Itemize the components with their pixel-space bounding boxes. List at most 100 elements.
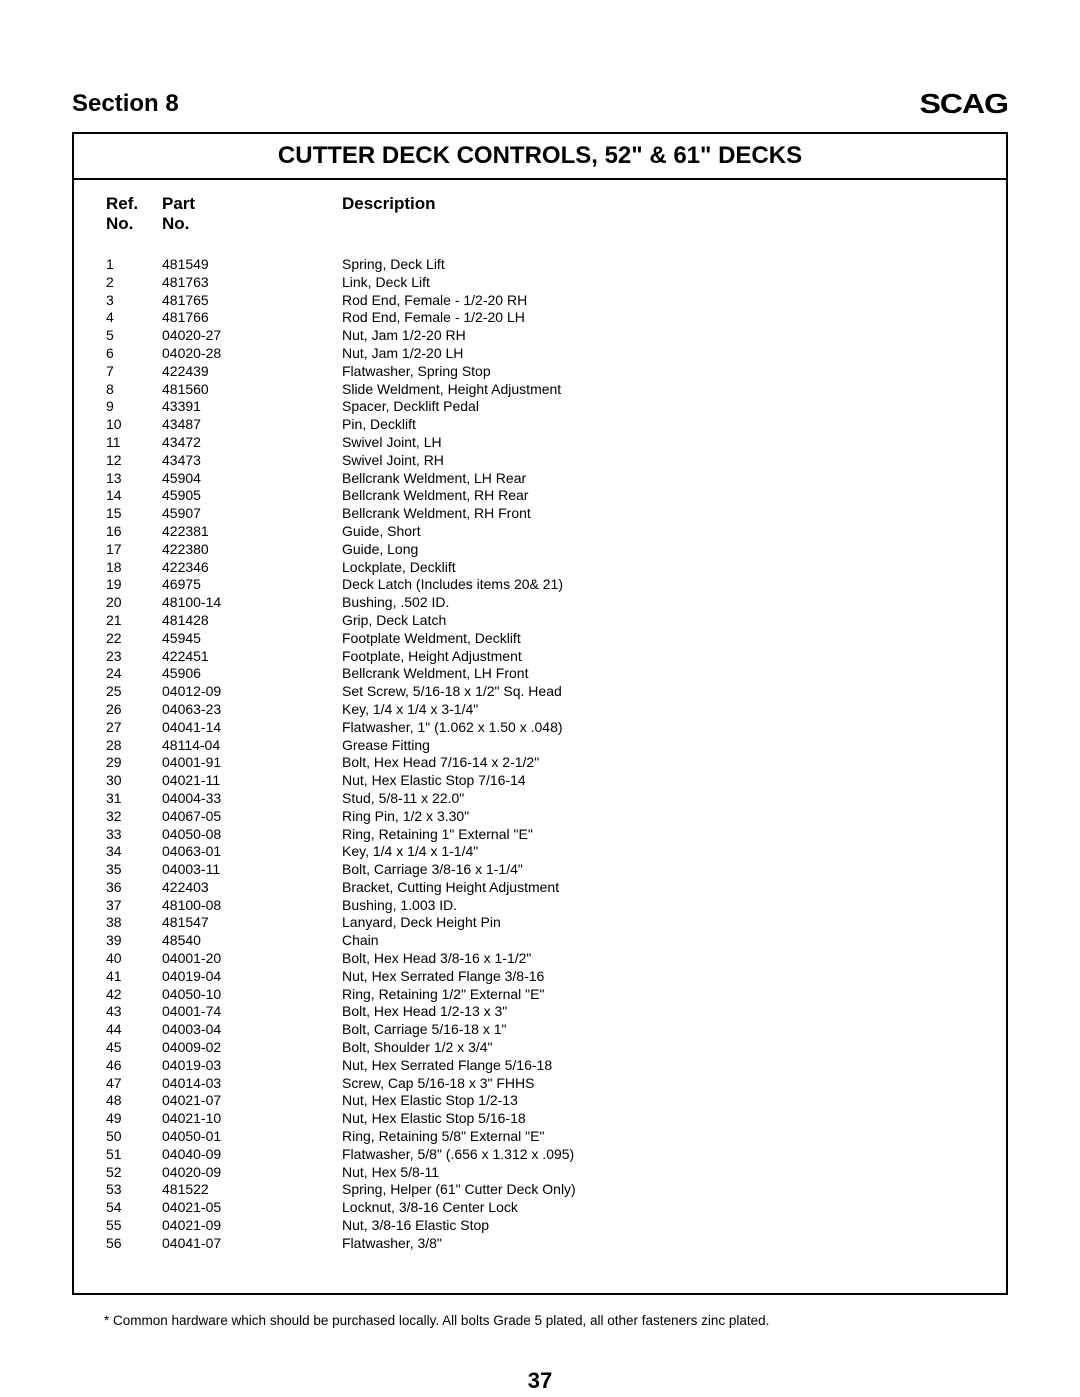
cell-description: Bolt, Hex Head 1/2-13 x 3": [342, 1003, 974, 1021]
table-row: 4504009-02Bolt, Shoulder 1/2 x 3/4": [106, 1039, 974, 1057]
cell-ref-no: 7: [106, 363, 162, 381]
cell-description: Spacer, Decklift Pedal: [342, 398, 974, 416]
page-number: 37: [72, 1368, 1008, 1394]
cell-description: Bellcrank Weldment, RH Front: [342, 505, 974, 523]
cell-ref-no: 38: [106, 914, 162, 932]
table-row: 504020-27Nut, Jam 1/2-20 RH: [106, 327, 974, 345]
table-row: 3748100-08Bushing, 1.003 ID.: [106, 897, 974, 915]
table-row: 5604041-07Flatwasher, 3/8": [106, 1235, 974, 1253]
cell-description: Bellcrank Weldment, LH Front: [342, 665, 974, 683]
col-header-part: Part No.: [162, 194, 342, 234]
table-row: 2245945Footplate Weldment, Decklift: [106, 630, 974, 648]
cell-ref-no: 28: [106, 737, 162, 755]
cell-description: Stud, 5/8-11 x 22.0": [342, 790, 974, 808]
cell-ref-no: 27: [106, 719, 162, 737]
cell-description: Pin, Decklift: [342, 416, 974, 434]
cell-part-no: 04004-33: [162, 790, 342, 808]
cell-part-no: 04050-10: [162, 986, 342, 1004]
cell-description: Flatwasher, 1" (1.062 x 1.50 x .048): [342, 719, 974, 737]
cell-ref-no: 26: [106, 701, 162, 719]
cell-ref-no: 12: [106, 452, 162, 470]
table-row: 3104004-33Stud, 5/8-11 x 22.0": [106, 790, 974, 808]
table-row: 1946975Deck Latch (Includes items 20& 21…: [106, 576, 974, 594]
table-row: 17422380Guide, Long: [106, 541, 974, 559]
cell-ref-no: 14: [106, 487, 162, 505]
cell-part-no: 04041-07: [162, 1235, 342, 1253]
cell-description: Swivel Joint, LH: [342, 434, 974, 452]
title-bar: CUTTER DECK CONTROLS, 52" & 61" DECKS: [74, 134, 1006, 180]
cell-part-no: 04020-09: [162, 1164, 342, 1182]
cell-part-no: 422381: [162, 523, 342, 541]
cell-ref-no: 19: [106, 576, 162, 594]
footnote: * Common hardware which should be purcha…: [72, 1313, 1008, 1328]
cell-description: Bellcrank Weldment, LH Rear: [342, 470, 974, 488]
cell-part-no: 48540: [162, 932, 342, 950]
cell-description: Link, Deck Lift: [342, 274, 974, 292]
cell-ref-no: 44: [106, 1021, 162, 1039]
table-row: 4304001-74Bolt, Hex Head 1/2-13 x 3": [106, 1003, 974, 1021]
cell-part-no: 45906: [162, 665, 342, 683]
cell-description: Flatwasher, 3/8": [342, 1235, 974, 1253]
table-row: 5204020-09Nut, Hex 5/8-11: [106, 1164, 974, 1182]
table-row: 1043487Pin, Decklift: [106, 416, 974, 434]
cell-part-no: 43472: [162, 434, 342, 452]
table-row: 2704041-14Flatwasher, 1" (1.062 x 1.50 x…: [106, 719, 974, 737]
cell-description: Flatwasher, 5/8" (.656 x 1.312 x .095): [342, 1146, 974, 1164]
cell-part-no: 422451: [162, 648, 342, 666]
cell-description: Nut, Hex Serrated Flange 5/16-18: [342, 1057, 974, 1075]
cell-ref-no: 3: [106, 292, 162, 310]
table-row: 2504012-09Set Screw, 5/16-18 x 1/2" Sq. …: [106, 683, 974, 701]
cell-part-no: 04067-05: [162, 808, 342, 826]
cell-part-no: 481560: [162, 381, 342, 399]
cell-part-no: 04009-02: [162, 1039, 342, 1057]
table-row: 604020-28Nut, Jam 1/2-20 LH: [106, 345, 974, 363]
table-row: 3204067-05Ring Pin, 1/2 x 3.30": [106, 808, 974, 826]
table-row: 3948540Chain: [106, 932, 974, 950]
cell-description: Footplate, Height Adjustment: [342, 648, 974, 666]
cell-description: Screw, Cap 5/16-18 x 3" FHHS: [342, 1075, 974, 1093]
cell-description: Nut, Hex Elastic Stop 1/2-13: [342, 1092, 974, 1110]
cell-ref-no: 43: [106, 1003, 162, 1021]
table-row: 16422381Guide, Short: [106, 523, 974, 541]
cell-ref-no: 42: [106, 986, 162, 1004]
table-row: 1481549Spring, Deck Lift: [106, 256, 974, 274]
cell-ref-no: 10: [106, 416, 162, 434]
cell-description: Nut, Jam 1/2-20 RH: [342, 327, 974, 345]
table-row: 5104040-09Flatwasher, 5/8" (.656 x 1.312…: [106, 1146, 974, 1164]
table-row: 1243473Swivel Joint, RH: [106, 452, 974, 470]
cell-ref-no: 16: [106, 523, 162, 541]
cell-description: Nut, Hex Elastic Stop 7/16-14: [342, 772, 974, 790]
cell-ref-no: 9: [106, 398, 162, 416]
cell-ref-no: 2: [106, 274, 162, 292]
cell-description: Bushing, 1.003 ID.: [342, 897, 974, 915]
cell-part-no: 04021-11: [162, 772, 342, 790]
cell-ref-no: 50: [106, 1128, 162, 1146]
cell-part-no: 04021-10: [162, 1110, 342, 1128]
table-row: 4004001-20Bolt, Hex Head 3/8-16 x 1-1/2": [106, 950, 974, 968]
cell-description: Flatwasher, Spring Stop: [342, 363, 974, 381]
cell-description: Deck Latch (Includes items 20& 21): [342, 576, 974, 594]
cell-ref-no: 6: [106, 345, 162, 363]
cell-part-no: 04003-11: [162, 861, 342, 879]
cell-part-no: 04021-09: [162, 1217, 342, 1235]
cell-ref-no: 52: [106, 1164, 162, 1182]
cell-description: Bracket, Cutting Height Adjustment: [342, 879, 974, 897]
table-row: 1545907Bellcrank Weldment, RH Front: [106, 505, 974, 523]
cell-ref-no: 48: [106, 1092, 162, 1110]
cell-description: Bolt, Carriage 5/16-18 x 1": [342, 1021, 974, 1039]
cell-ref-no: 56: [106, 1235, 162, 1253]
cell-ref-no: 25: [106, 683, 162, 701]
cell-description: Locknut, 3/8-16 Center Lock: [342, 1199, 974, 1217]
table-row: 1345904Bellcrank Weldment, LH Rear: [106, 470, 974, 488]
cell-part-no: 04021-07: [162, 1092, 342, 1110]
cell-part-no: 04019-04: [162, 968, 342, 986]
cell-description: Bolt, Hex Head 3/8-16 x 1-1/2": [342, 950, 974, 968]
cell-description: Bellcrank Weldment, RH Rear: [342, 487, 974, 505]
cell-part-no: 481763: [162, 274, 342, 292]
table-row: 4481766Rod End, Female - 1/2-20 LH: [106, 309, 974, 327]
cell-description: Rod End, Female - 1/2-20 LH: [342, 309, 974, 327]
table-row: 2904001-91Bolt, Hex Head 7/16-14 x 2-1/2…: [106, 754, 974, 772]
cell-ref-no: 34: [106, 843, 162, 861]
cell-ref-no: 53: [106, 1181, 162, 1199]
cell-ref-no: 22: [106, 630, 162, 648]
